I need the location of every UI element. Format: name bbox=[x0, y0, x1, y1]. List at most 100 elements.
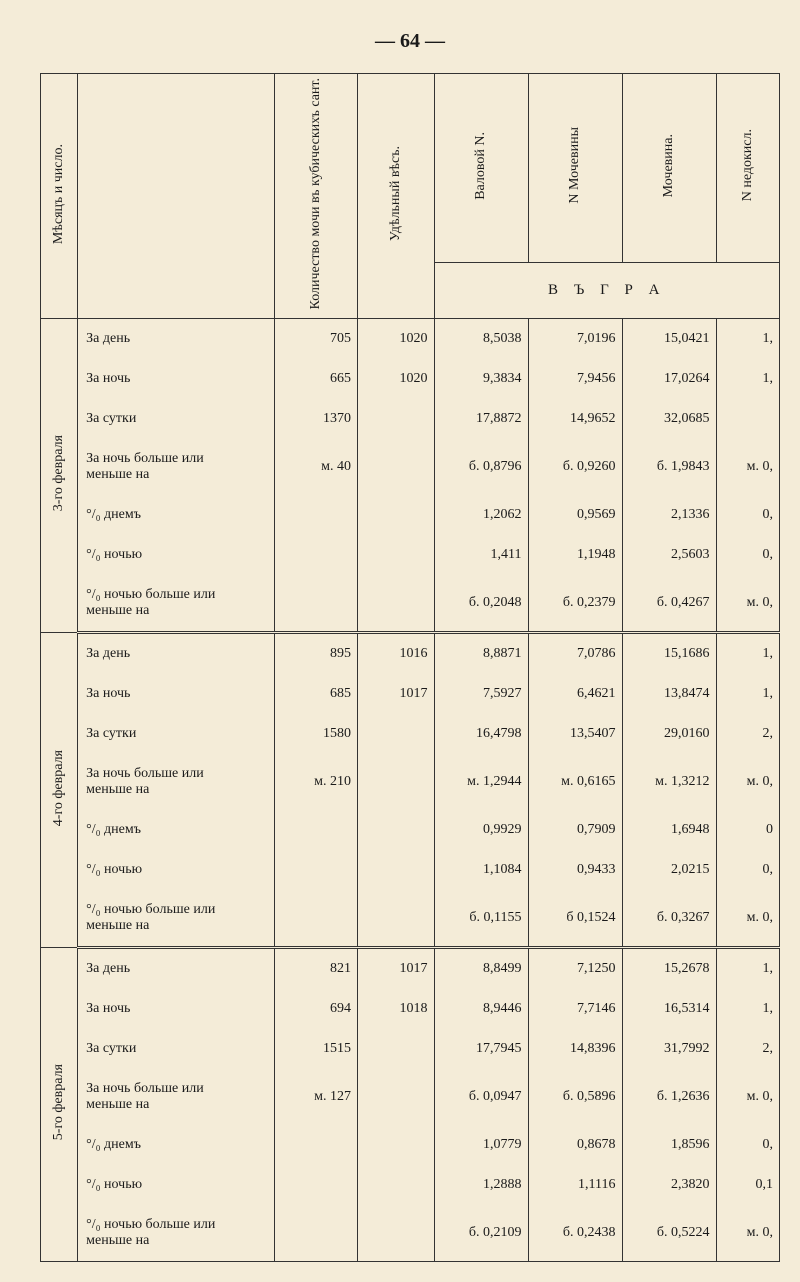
data-cell: 8,8871 bbox=[434, 633, 528, 675]
data-cell: 1017 bbox=[358, 674, 435, 714]
data-cell: 15,2678 bbox=[622, 948, 716, 990]
data-cell: б. 0,2048 bbox=[434, 575, 528, 633]
page: — 64 — Мѣсяцъ и число. Количество мочи в… bbox=[0, 0, 800, 1282]
table-row: °/₀ ночью больше или меньше наб. 0,2048б… bbox=[41, 575, 780, 633]
data-cell: б. 0,5896 bbox=[528, 1069, 622, 1125]
data-cell: 0, bbox=[716, 535, 779, 575]
data-cell: 2,5603 bbox=[622, 535, 716, 575]
data-cell: 17,0264 bbox=[622, 359, 716, 399]
data-cell: м. 1,3212 bbox=[622, 754, 716, 810]
data-cell: 29,0160 bbox=[622, 714, 716, 754]
row-label: За ночь bbox=[78, 359, 275, 399]
block-side-label: 5-го февраля bbox=[41, 948, 78, 1262]
data-cell: 0, bbox=[716, 495, 779, 535]
data-cell: 9,3834 bbox=[434, 359, 528, 399]
table-row: °/₀ днемъ1,07790,86781,85960, bbox=[41, 1125, 780, 1165]
data-cell bbox=[274, 1205, 357, 1262]
row-label: °/₀ ночью bbox=[78, 850, 275, 890]
data-cell: м. 210 bbox=[274, 754, 357, 810]
hdr-udelnyi-text: Удѣльный вѣсъ. bbox=[388, 146, 404, 241]
data-cell bbox=[358, 1205, 435, 1262]
data-cell: б. 1,9843 bbox=[622, 439, 716, 495]
data-cell: 17,8872 bbox=[434, 399, 528, 439]
data-cell: 7,0786 bbox=[528, 633, 622, 675]
data-cell: б. 0,1155 bbox=[434, 890, 528, 948]
data-cell: м. 0, bbox=[716, 439, 779, 495]
data-cell: 1,2062 bbox=[434, 495, 528, 535]
data-cell: 7,0196 bbox=[528, 319, 622, 360]
hdr-mochevina: Мочевина. bbox=[622, 74, 716, 263]
table-row: За ночь больше или меньше нам. 210м. 1,2… bbox=[41, 754, 780, 810]
table-row: За ночь68510177,59276,462113,84741, bbox=[41, 674, 780, 714]
data-cell: 2, bbox=[716, 714, 779, 754]
data-cell: 0,9929 bbox=[434, 810, 528, 850]
table-row: За сутки151517,794514,839631,79922, bbox=[41, 1029, 780, 1069]
data-cell: 1018 bbox=[358, 989, 435, 1029]
data-cell bbox=[274, 810, 357, 850]
table-row: 5-го февраляЗа день82110178,84997,125015… bbox=[41, 948, 780, 990]
data-cell: 16,4798 bbox=[434, 714, 528, 754]
data-cell: б. 0,0947 bbox=[434, 1069, 528, 1125]
data-cell: 1020 bbox=[358, 359, 435, 399]
block-side-label: 4-го февраля bbox=[41, 633, 78, 948]
hdr-kolichestvo-text: Количество мочи въ кубическихъ сант. bbox=[308, 78, 324, 309]
row-label: °/₀ днемъ bbox=[78, 1125, 275, 1165]
row-label: За ночь больше или меньше на bbox=[78, 439, 275, 495]
row-label: °/₀ ночью bbox=[78, 535, 275, 575]
table-row: °/₀ ночью1,10840,94332,02150, bbox=[41, 850, 780, 890]
data-cell: 1,411 bbox=[434, 535, 528, 575]
data-cell bbox=[358, 535, 435, 575]
data-cell: 2,1336 bbox=[622, 495, 716, 535]
data-cell: б. 0,8796 bbox=[434, 439, 528, 495]
data-cell: 14,8396 bbox=[528, 1029, 622, 1069]
data-cell bbox=[358, 495, 435, 535]
data-cell: 13,5407 bbox=[528, 714, 622, 754]
data-cell: б. 0,2379 bbox=[528, 575, 622, 633]
data-cell: м. 40 bbox=[274, 439, 357, 495]
data-cell: 13,8474 bbox=[622, 674, 716, 714]
data-cell: 0, bbox=[716, 850, 779, 890]
hdr-nmochev: N Мочевины bbox=[528, 74, 622, 263]
table-row: За сутки158016,479813,540729,01602, bbox=[41, 714, 780, 754]
data-cell: 31,7992 bbox=[622, 1029, 716, 1069]
block-side-label-text: 4-го февраля bbox=[51, 750, 67, 826]
table-row: За ночь больше или меньше нам. 127б. 0,0… bbox=[41, 1069, 780, 1125]
data-cell: 16,5314 bbox=[622, 989, 716, 1029]
data-cell: 1580 bbox=[274, 714, 357, 754]
data-cell: 1, bbox=[716, 633, 779, 675]
table-row: 3-го февраляЗа день70510208,50387,019615… bbox=[41, 319, 780, 360]
data-cell bbox=[274, 575, 357, 633]
hdr-kolichestvo: Количество мочи въ кубическихъ сант. bbox=[274, 74, 357, 319]
data-cell: м. 0, bbox=[716, 754, 779, 810]
data-cell: 1515 bbox=[274, 1029, 357, 1069]
data-cell bbox=[358, 575, 435, 633]
data-cell bbox=[274, 495, 357, 535]
row-label: °/₀ ночью больше или меньше на bbox=[78, 890, 275, 948]
data-cell: 1, bbox=[716, 674, 779, 714]
row-label: °/₀ ночью bbox=[78, 1165, 275, 1205]
data-cell: 1, bbox=[716, 948, 779, 990]
data-cell: 0 bbox=[716, 810, 779, 850]
data-table: Мѣсяцъ и число. Количество мочи въ кубич… bbox=[40, 73, 780, 1262]
data-cell: 705 bbox=[274, 319, 357, 360]
data-cell: 7,1250 bbox=[528, 948, 622, 990]
row-label: °/₀ днемъ bbox=[78, 495, 275, 535]
data-cell bbox=[274, 535, 357, 575]
data-cell: м. 0, bbox=[716, 1205, 779, 1262]
table-row: °/₀ ночью1,4111,19482,56030, bbox=[41, 535, 780, 575]
data-cell: м. 127 bbox=[274, 1069, 357, 1125]
table-row: °/₀ ночью больше или меньше наб. 0,1155б… bbox=[41, 890, 780, 948]
data-cell: б. 0,5224 bbox=[622, 1205, 716, 1262]
data-cell bbox=[358, 1069, 435, 1125]
data-cell: 2,3820 bbox=[622, 1165, 716, 1205]
row-label: °/₀ днемъ bbox=[78, 810, 275, 850]
data-cell: 0, bbox=[716, 1125, 779, 1165]
data-cell: 1,1116 bbox=[528, 1165, 622, 1205]
data-cell: 6,4621 bbox=[528, 674, 622, 714]
data-cell: 0,7909 bbox=[528, 810, 622, 850]
table-row: °/₀ ночью1,28881,11162,38200,1 bbox=[41, 1165, 780, 1205]
hdr-valovoi-text: Валовой N. bbox=[473, 132, 489, 200]
hdr-nmochev-text: N Мочевины bbox=[567, 127, 583, 204]
table-row: За сутки137017,887214,965232,0685 bbox=[41, 399, 780, 439]
data-cell bbox=[716, 399, 779, 439]
